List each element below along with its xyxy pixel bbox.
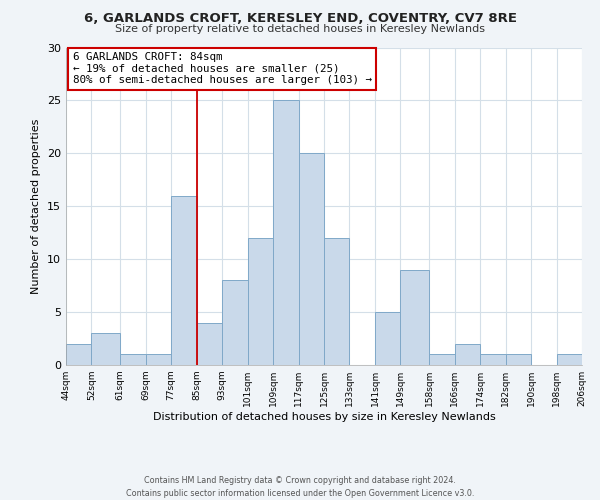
Bar xyxy=(146,354,171,365)
Bar xyxy=(299,154,324,365)
Bar xyxy=(429,354,455,365)
Bar xyxy=(91,333,120,365)
Bar xyxy=(506,354,531,365)
Bar xyxy=(455,344,480,365)
Bar xyxy=(171,196,197,365)
Bar xyxy=(120,354,146,365)
Bar xyxy=(273,100,299,365)
Bar xyxy=(557,354,582,365)
Text: Contains HM Land Registry data © Crown copyright and database right 2024.
Contai: Contains HM Land Registry data © Crown c… xyxy=(126,476,474,498)
Bar xyxy=(222,280,248,365)
Text: 6, GARLANDS CROFT, KERESLEY END, COVENTRY, CV7 8RE: 6, GARLANDS CROFT, KERESLEY END, COVENTR… xyxy=(83,12,517,26)
Bar xyxy=(66,344,91,365)
Bar xyxy=(324,238,349,365)
X-axis label: Distribution of detached houses by size in Keresley Newlands: Distribution of detached houses by size … xyxy=(152,412,496,422)
Text: 6 GARLANDS CROFT: 84sqm
← 19% of detached houses are smaller (25)
80% of semi-de: 6 GARLANDS CROFT: 84sqm ← 19% of detache… xyxy=(73,52,372,86)
Bar xyxy=(197,322,222,365)
Bar xyxy=(248,238,273,365)
Y-axis label: Number of detached properties: Number of detached properties xyxy=(31,118,41,294)
Bar xyxy=(375,312,400,365)
Text: Size of property relative to detached houses in Keresley Newlands: Size of property relative to detached ho… xyxy=(115,24,485,34)
Bar xyxy=(400,270,429,365)
Bar xyxy=(480,354,506,365)
